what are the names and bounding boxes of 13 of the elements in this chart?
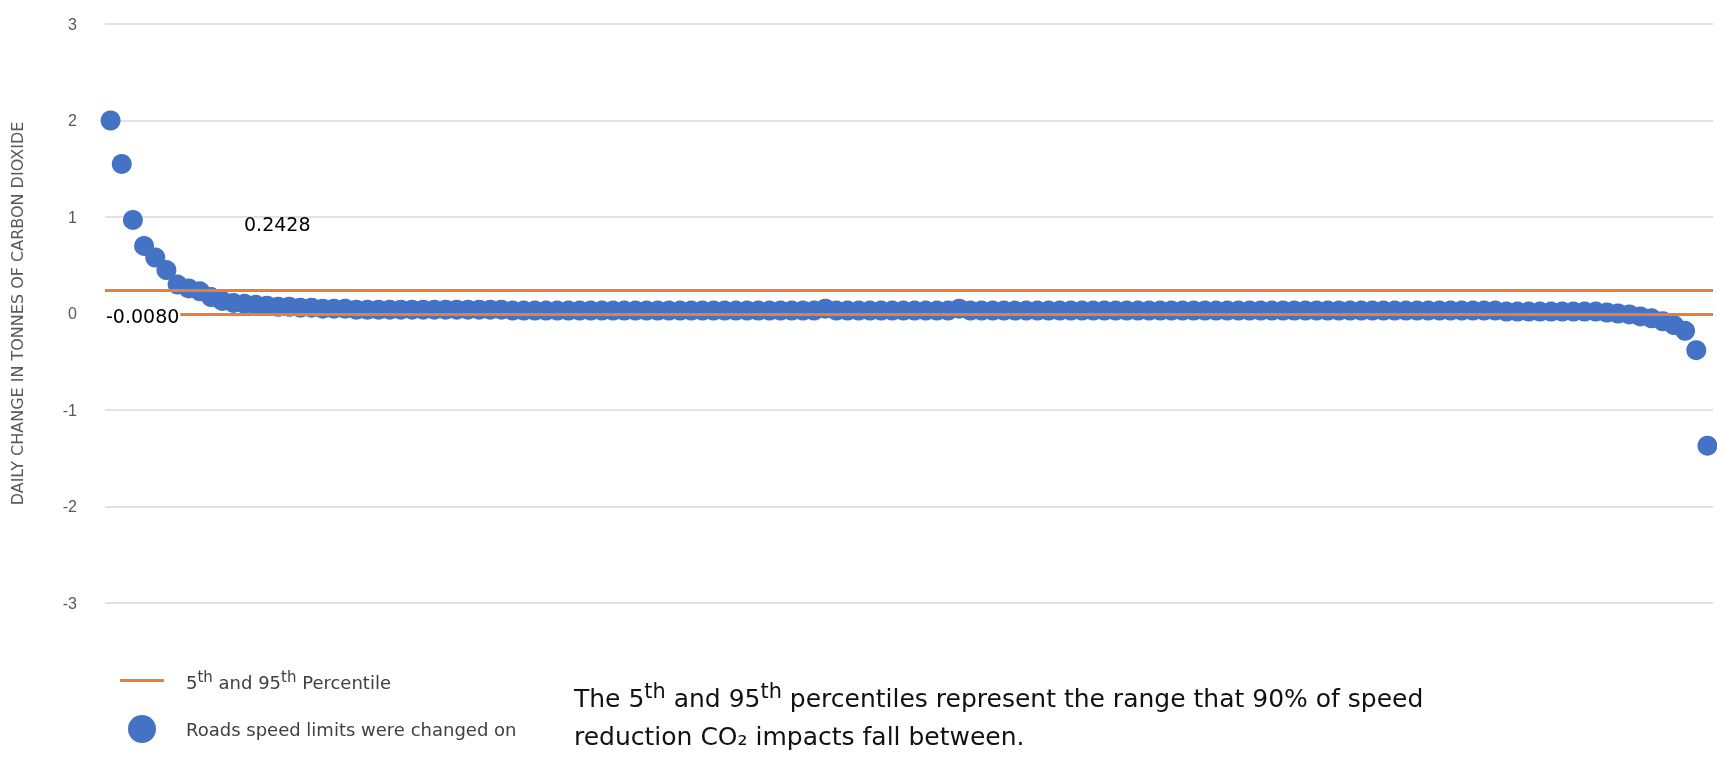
- y-tick-label: 0: [68, 305, 78, 322]
- text: 5$^{th}$ and 95$^{th}$ Percentile: [186, 668, 391, 693]
- y-axis-title: DAILY CHANGE IN TONNES OF CARBON DIOXIDE: [7, 121, 27, 506]
- ref-line-label: 0.2428: [244, 212, 311, 235]
- legend-label: Roads speed limits were changed on: [186, 718, 517, 740]
- y-tick-label: 1: [68, 208, 78, 226]
- y-tick-label: 3: [68, 15, 78, 33]
- text: The 5$^{th}$ and 95$^{th}$ percentiles represent the range that 90% of speed reduction CO₂ impacts fall between.: [574, 678, 1425, 754]
- y-tick-label: -2: [62, 498, 78, 515]
- ref-line-label: -0.0080: [106, 304, 180, 327]
- y-tick-label: -1: [62, 401, 78, 419]
- y-tick-label: 2: [68, 112, 78, 129]
- y-tick-label: -3: [62, 594, 78, 612]
